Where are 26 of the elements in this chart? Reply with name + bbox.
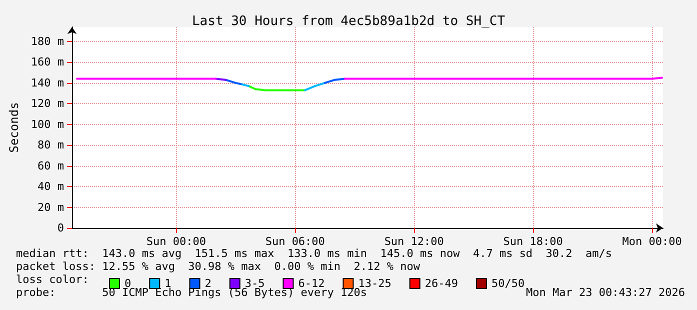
chart-title: Last 30 Hours from 4ec5b89a1b2d to SH_CT xyxy=(192,14,506,29)
legend-label: 26-49 xyxy=(424,277,458,290)
y-tick-label: 100 m xyxy=(30,118,64,131)
text: Mon Mar 23 00:43:27 2026 xyxy=(526,286,686,299)
y-tick-label: 140 m xyxy=(30,76,64,90)
x-tick-label: Sun 12:00 xyxy=(384,235,444,248)
y-tick-label: 120 m xyxy=(30,97,64,110)
legend-title: loss color: xyxy=(16,273,89,286)
legend-label: 6-12 xyxy=(298,277,325,290)
text: packet loss: 12.55 % avg 30.98 % max 0.00 % min 2.12 % now xyxy=(16,260,420,273)
legend-label: 1 xyxy=(164,277,172,290)
legend-label: 50/50 xyxy=(491,277,525,290)
y-tick-label: 20 m xyxy=(38,200,64,214)
x-tick-label: Sun 06:00 xyxy=(265,235,325,248)
text: median rtt: 143.0 ms avg 151.5 ms max 133.0 ms min 145.0 ms now 4.7 ms sd 30.2 am/s xyxy=(16,247,612,260)
y-tick-label: 180 m xyxy=(30,35,64,48)
x-tick-label: Mon 00:00 xyxy=(622,235,682,248)
x-tick-label: Sun 18:00 xyxy=(503,235,563,248)
y-axis-title: Seconds xyxy=(7,102,21,153)
y-tick-label: 40 m xyxy=(38,180,64,194)
y-tick-label: 160 m xyxy=(30,56,64,69)
y-tick-label: 80 m xyxy=(38,138,64,152)
legend-label: 2 xyxy=(204,277,212,290)
y-tick-label: 0 xyxy=(57,222,64,234)
x-tick-label: Sun 00:00 xyxy=(146,235,206,248)
y-tick-label: 60 m xyxy=(38,159,64,172)
